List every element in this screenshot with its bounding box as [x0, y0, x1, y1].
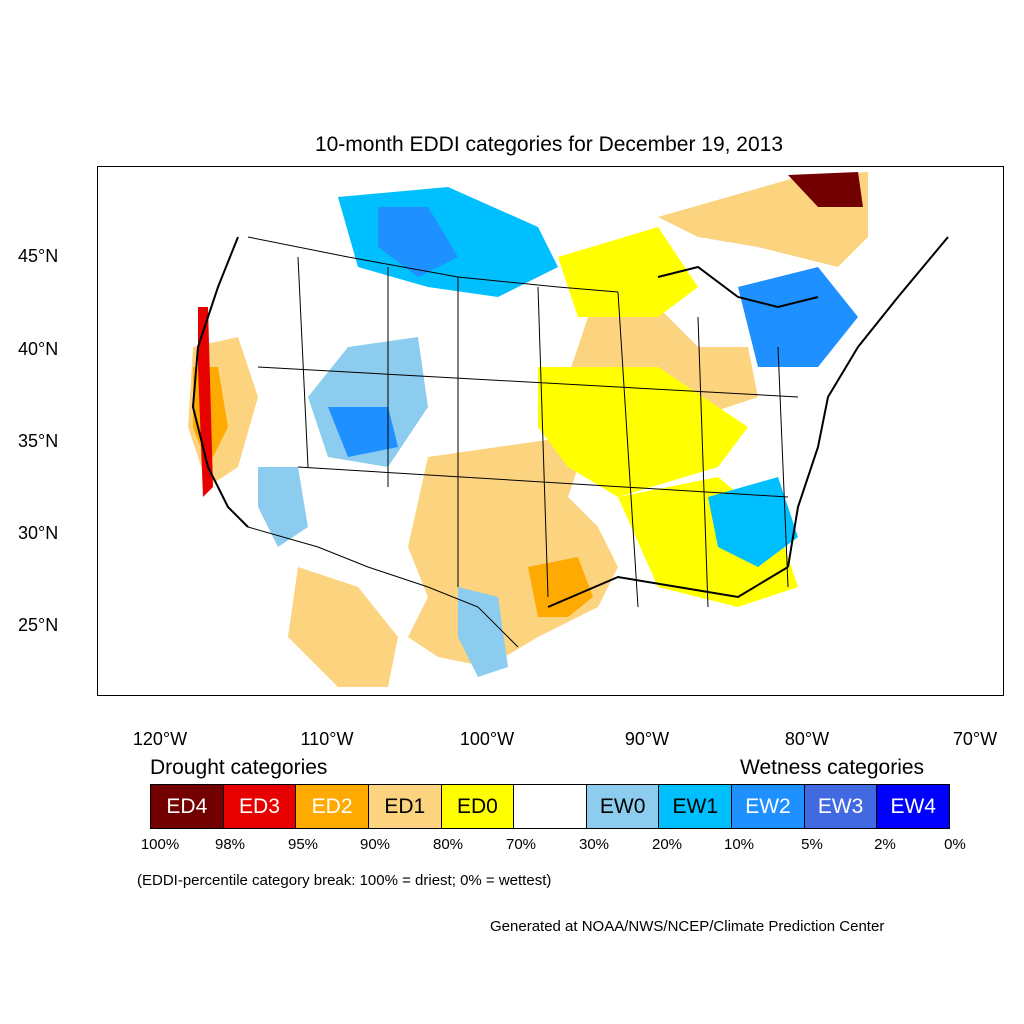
- coastlines: [191, 236, 949, 608]
- break-label: 90%: [359, 836, 391, 853]
- boundaries: [247, 236, 799, 648]
- us-mexico-border: [247, 526, 519, 648]
- wetness-regions: [258, 187, 858, 677]
- ew0-rockies: [308, 337, 428, 467]
- legend-cell-ew0: EW0: [586, 785, 660, 828]
- ew0-mexico: [458, 587, 508, 677]
- gulf-coast: [547, 566, 789, 608]
- break-label: 0%: [944, 836, 966, 853]
- legend-cell-ed2: ED2: [296, 785, 369, 828]
- category-legend: ED4 ED3 ED2 ED1 ED0 EW0 EW1 EW2 EW3 EW4: [150, 784, 950, 829]
- ew2-northern-plains: [378, 207, 458, 277]
- state-lines: [257, 256, 799, 608]
- legend-cell-ed4: ED4: [151, 785, 224, 828]
- break-label: 30%: [578, 836, 610, 853]
- legend-cell-ed1: ED1: [368, 785, 442, 828]
- lat-label-25: 25°N: [18, 615, 59, 635]
- lon-label-100: 100°W: [459, 729, 515, 749]
- legend-cell-ed3: ED3: [223, 785, 297, 828]
- legend-cell-ew3: EW3: [804, 785, 878, 828]
- wetness-heading: Wetness categories: [740, 756, 925, 779]
- lon-label-70: 70°W: [952, 729, 998, 749]
- atlantic-coast: [787, 236, 949, 568]
- ed0-great-lakes: [558, 227, 698, 317]
- break-label: 5%: [801, 836, 823, 853]
- lon-label-90: 90°W: [624, 729, 670, 749]
- lon-label-110: 110°W: [300, 729, 354, 749]
- legend-cell-ed0: ED0: [441, 785, 515, 828]
- lon-label-80: 80°W: [784, 729, 830, 749]
- break-label: 100%: [140, 836, 180, 853]
- eddi-map: [97, 166, 1004, 696]
- drought-heading: Drought categories: [150, 756, 328, 779]
- break-label: 20%: [651, 836, 683, 853]
- ed3-coast: [198, 307, 213, 497]
- break-label: 98%: [214, 836, 246, 853]
- break-label: 10%: [723, 836, 755, 853]
- pacific-coast: [191, 236, 249, 528]
- category-note: (EDDI-percentile category break: 100% = …: [137, 872, 552, 889]
- ew0-arizona: [258, 467, 308, 547]
- legend-cell-normal: [514, 785, 587, 828]
- break-label: 80%: [432, 836, 464, 853]
- ew2-southwest: [328, 407, 398, 457]
- ed4-northeast-canada: [788, 172, 863, 207]
- lat-label-30: 30°N: [18, 523, 59, 543]
- lat-label-40: 40°N: [18, 339, 59, 359]
- break-label: 95%: [287, 836, 319, 853]
- legend-cell-ew1: EW1: [659, 785, 733, 828]
- ed1-southwest: [288, 567, 398, 687]
- ew1-southeast: [708, 477, 798, 567]
- break-label: 2%: [874, 836, 896, 853]
- ed2-texas: [528, 557, 593, 617]
- map-canvas: [188, 172, 949, 687]
- legend-cell-ew4: EW4: [877, 785, 950, 828]
- great-lakes: [657, 265, 819, 309]
- lat-label-35: 35°N: [18, 431, 59, 451]
- lat-label-45: 45°N: [18, 246, 59, 266]
- map-title: 10-month EDDI categories for December 19…: [314, 133, 784, 156]
- ed0-central: [538, 367, 748, 497]
- lon-label-120: 120°W: [132, 729, 188, 749]
- break-label: 70%: [505, 836, 537, 853]
- legend-cell-ew2: EW2: [732, 785, 805, 828]
- credit-line: Generated at NOAA/NWS/NCEP/Climate Predi…: [490, 918, 885, 935]
- ew2-northeast: [738, 267, 858, 367]
